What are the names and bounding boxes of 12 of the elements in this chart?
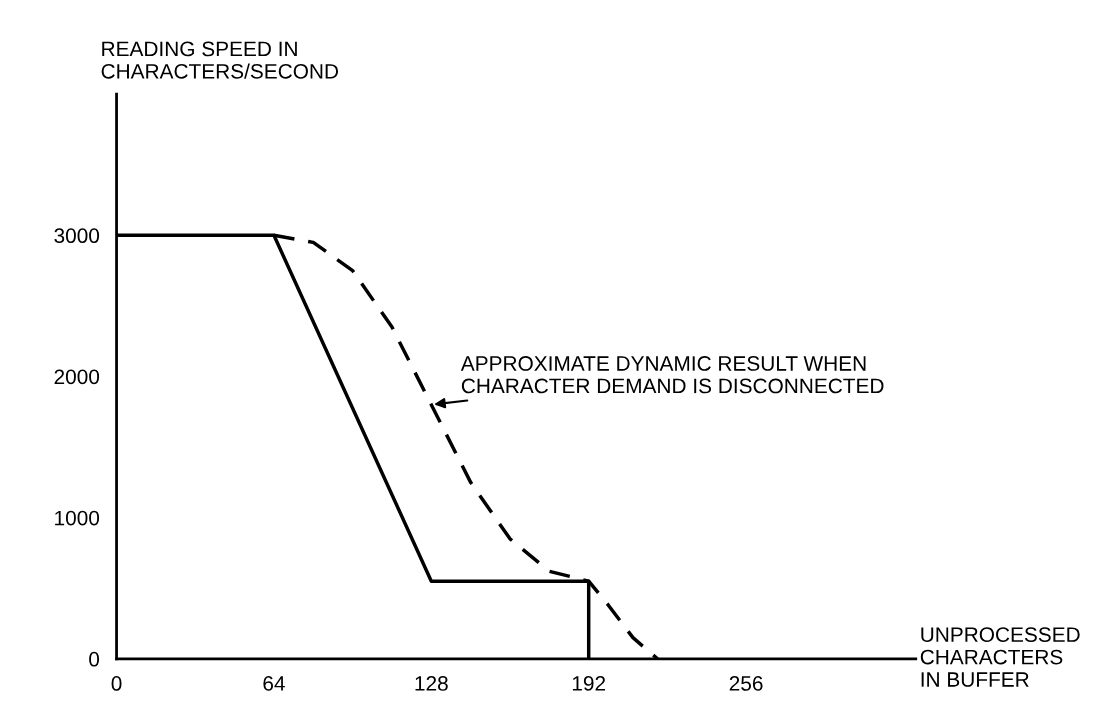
y-tick-label: 1000 bbox=[55, 510, 100, 526]
annotation: APPROXIMATE DYNAMIC RESULT WHEN CHARACTER DEMAND IS DISCONNECTED bbox=[460, 356, 884, 394]
y-axis-title: READING SPEED IN CHARACTERS/SECOND bbox=[101, 41, 339, 79]
x-tick-label: 0 bbox=[111, 676, 122, 691]
x-tick-label: 64 bbox=[263, 676, 285, 691]
x-tick-label: 128 bbox=[415, 676, 448, 691]
x-axis-title: UNPROCESSED CHARACTERS IN BUFFER bbox=[920, 627, 1080, 687]
y-tick-label: 0 bbox=[89, 651, 100, 667]
x-tick-label: 192 bbox=[572, 676, 606, 691]
y-tick-label: 2000 bbox=[54, 369, 100, 385]
y-tick-label: 3000 bbox=[54, 228, 100, 244]
x-tick-label: 256 bbox=[729, 676, 763, 691]
